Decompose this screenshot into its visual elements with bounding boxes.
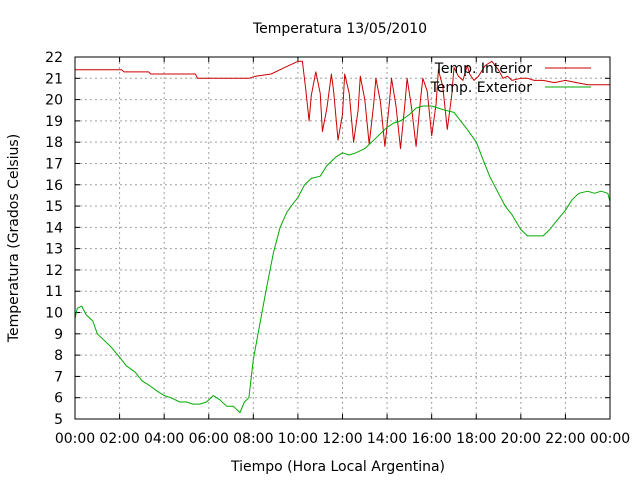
- y-tick-label: 10: [45, 306, 63, 322]
- legend: Temp. Interior Temp. Exterior: [430, 61, 591, 96]
- y-tick-label: 21: [45, 71, 63, 87]
- x-tick-label: 10:00: [278, 431, 318, 447]
- x-tick-label: 04:00: [144, 431, 184, 447]
- legend-label: Temp. Interior: [434, 61, 533, 77]
- x-tick-label: 08:00: [233, 431, 273, 447]
- x-tick-label: 12:00: [322, 431, 362, 447]
- y-tick-label: 5: [54, 412, 63, 428]
- x-axis-label: Tiempo (Hora Local Argentina): [230, 459, 445, 475]
- y-tick-label: 6: [54, 391, 63, 407]
- x-tick-label: 02:00: [99, 431, 139, 447]
- y-tick-label: 7: [54, 369, 63, 385]
- x-tick-label: 22:00: [545, 431, 585, 447]
- y-tick-label: 14: [45, 220, 63, 236]
- y-tick-label: 9: [54, 327, 63, 343]
- y-axis-label: Temperatura (Grados Celsius): [6, 134, 22, 343]
- x-tick-label: 20:00: [501, 431, 541, 447]
- y-tick-label: 16: [45, 178, 63, 194]
- y-tick-label: 19: [45, 114, 63, 130]
- x-tick-label: 00:00: [55, 431, 95, 447]
- y-tick-label: 20: [45, 93, 63, 109]
- legend-label: Temp. Exterior: [430, 80, 533, 96]
- y-tick-label: 11: [45, 284, 63, 300]
- axis-ticks: 00:00 02:00 04:00 06:00 08:00 10:00 12:00 14:00…: [45, 50, 630, 447]
- y-tick-label: 8: [54, 348, 63, 364]
- x-tick-label: 18:00: [456, 431, 496, 447]
- series-group: [74, 60, 611, 414]
- y-tick-label: 12: [45, 263, 63, 279]
- x-tick-label: 00:00: [590, 431, 630, 447]
- x-tick-label: 06:00: [189, 431, 229, 447]
- chart-title: Temperatura 13/05/2010: [252, 21, 427, 37]
- y-tick-label: 17: [45, 156, 63, 172]
- y-tick-label: 22: [45, 50, 63, 66]
- x-tick-label: 16:00: [411, 431, 451, 447]
- x-tick-label: 14:00: [367, 431, 407, 447]
- series-line-0: [75, 60, 610, 150]
- y-tick-label: 18: [45, 135, 63, 151]
- y-tick-label: 15: [45, 199, 63, 215]
- series-line-1: [74, 105, 611, 414]
- plot-frame: [74, 56, 611, 420]
- y-tick-label: 13: [45, 242, 63, 258]
